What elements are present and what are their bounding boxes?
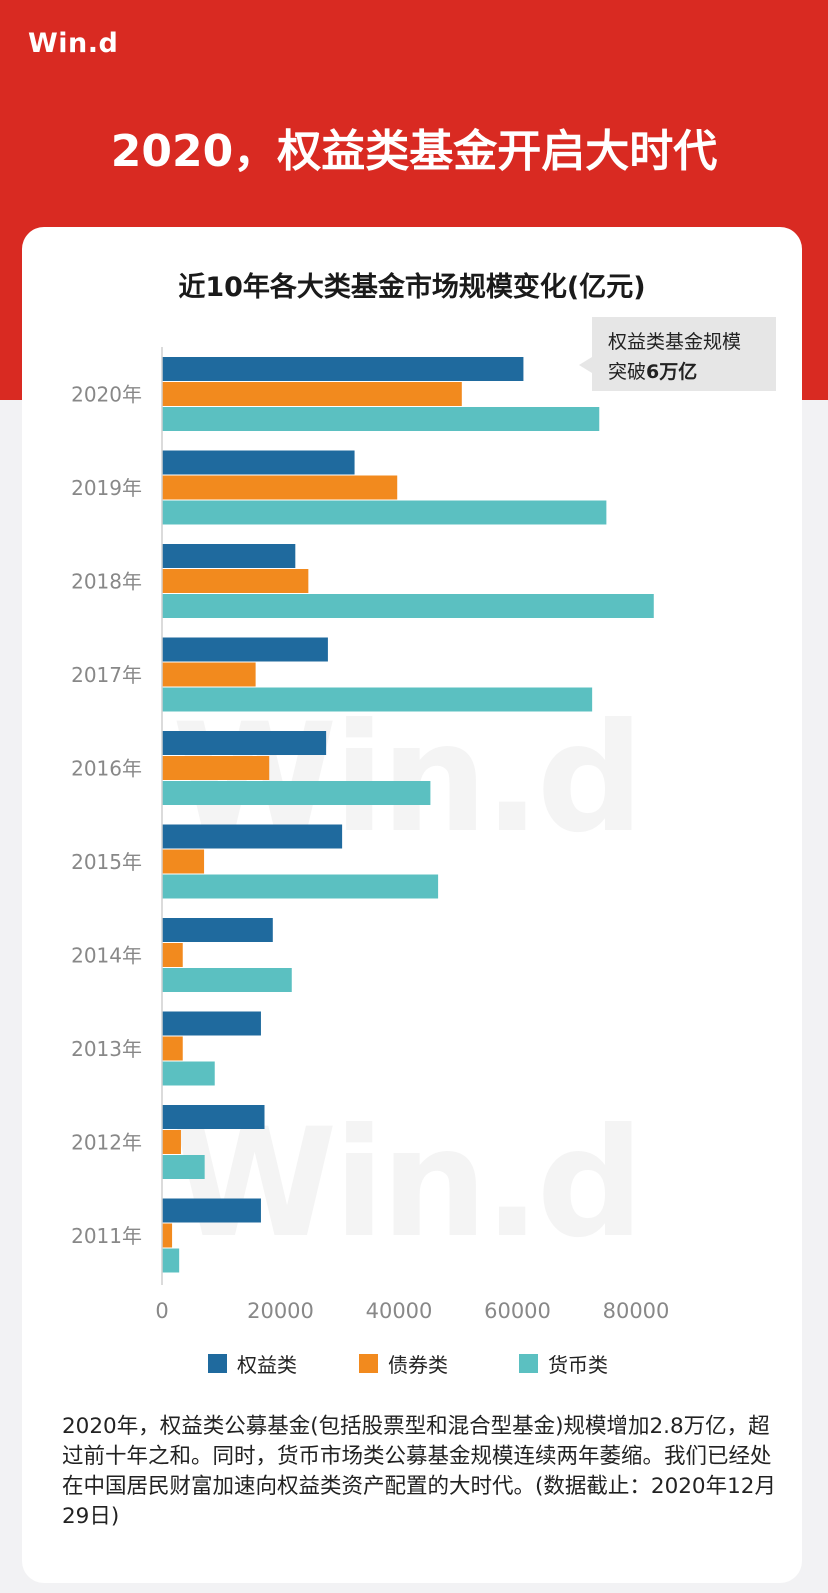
y-tick-label: 2011年 — [71, 1224, 142, 1248]
y-tick-label: 2013年 — [71, 1037, 142, 1061]
x-tick-label: 40000 — [366, 1299, 433, 1323]
bar-2020年-权益类 — [162, 357, 524, 381]
bar-2012年-债券类 — [162, 1130, 181, 1154]
legend-label-money: 货币类 — [548, 1353, 608, 1377]
bar-2016年-债券类 — [162, 756, 270, 780]
annotation-callout: 权益类基金规模 突破6万亿 — [579, 317, 776, 391]
bar-2014年-货币类 — [162, 968, 292, 992]
legend-item-equity: 权益类 — [208, 1349, 297, 1378]
bar-2016年-权益类 — [162, 731, 327, 755]
summary-note: 2020年，权益类公募基金(包括股票型和混合型基金)规模增加2.8万亿，超过前十… — [62, 1414, 776, 1529]
bar-2014年-债券类 — [162, 943, 183, 967]
y-tick-label: 2019年 — [71, 476, 142, 500]
bar-2017年-货币类 — [162, 687, 593, 712]
chart-legend: 权益类 债券类 货币类 — [22, 1349, 802, 1379]
annotation-bold: 6万亿 — [646, 361, 698, 383]
bar-2012年-权益类 — [162, 1105, 265, 1129]
legend-swatch-equity — [208, 1354, 227, 1373]
bar-2017年-权益类 — [162, 637, 328, 662]
legend-label-bond: 债券类 — [388, 1353, 448, 1377]
bar-2013年-权益类 — [162, 1011, 261, 1036]
annotation-prefix: 突破 — [608, 361, 647, 383]
bar-2012年-货币类 — [162, 1155, 205, 1179]
bar-2015年-权益类 — [162, 824, 343, 849]
bar-2013年-货币类 — [162, 1061, 215, 1086]
x-tick-label: 0 — [155, 1299, 168, 1323]
bar-2017年-债券类 — [162, 662, 256, 687]
y-tick-label: 2014年 — [71, 944, 142, 968]
y-tick-label: 2020年 — [71, 383, 142, 407]
bar-2015年-货币类 — [162, 874, 439, 899]
x-tick-label: 20000 — [247, 1299, 314, 1323]
bar-2015年-债券类 — [162, 849, 205, 874]
bar-2018年-债券类 — [162, 569, 309, 593]
y-tick-label: 2016年 — [71, 757, 142, 781]
bar-2018年-货币类 — [162, 594, 654, 618]
bar-2011年-债券类 — [162, 1223, 173, 1248]
legend-swatch-bond — [359, 1354, 378, 1373]
legend-item-money: 货币类 — [519, 1349, 608, 1378]
page-headline: 2020，权益类基金开启大时代 — [110, 126, 718, 177]
bar-2013年-债券类 — [162, 1036, 183, 1061]
bar-2011年-权益类 — [162, 1198, 261, 1223]
chart-card: Win.d Win.d 近10年各大类基金市场规模变化(亿元) 2020年201… — [22, 227, 802, 1583]
y-tick-label: 2017年 — [71, 663, 142, 687]
wind-logo: Win.d — [28, 28, 119, 59]
annotation-line1: 权益类基金规模 — [608, 331, 742, 353]
annotation-line2: 突破6万亿 — [608, 357, 697, 384]
y-tick-label: 2018年 — [71, 570, 142, 594]
y-tick-label: 2012年 — [71, 1131, 142, 1155]
bar-2019年-债券类 — [162, 475, 398, 500]
legend-swatch-money — [519, 1354, 538, 1373]
bar-2018年-权益类 — [162, 544, 296, 568]
bar-2014年-权益类 — [162, 918, 273, 942]
chart-title: 近10年各大类基金市场规模变化(亿元) — [178, 272, 646, 303]
x-tick-label: 80000 — [603, 1299, 670, 1323]
bar-2019年-权益类 — [162, 450, 355, 475]
bar-2016年-货币类 — [162, 781, 431, 805]
bar-2011年-货币类 — [162, 1248, 180, 1273]
bar-chart: 2020年 2019年 2018年 2017年 2016年 2015年 2014年 2013年… — [71, 347, 670, 1323]
bar-2020年-货币类 — [162, 407, 600, 431]
x-tick-label: 60000 — [484, 1299, 551, 1323]
y-tick-label: 2015年 — [71, 850, 142, 874]
bar-2019年-货币类 — [162, 500, 607, 525]
bar-2020年-债券类 — [162, 382, 462, 406]
legend-label-equity: 权益类 — [237, 1353, 297, 1377]
legend-item-bond: 债券类 — [359, 1349, 448, 1378]
